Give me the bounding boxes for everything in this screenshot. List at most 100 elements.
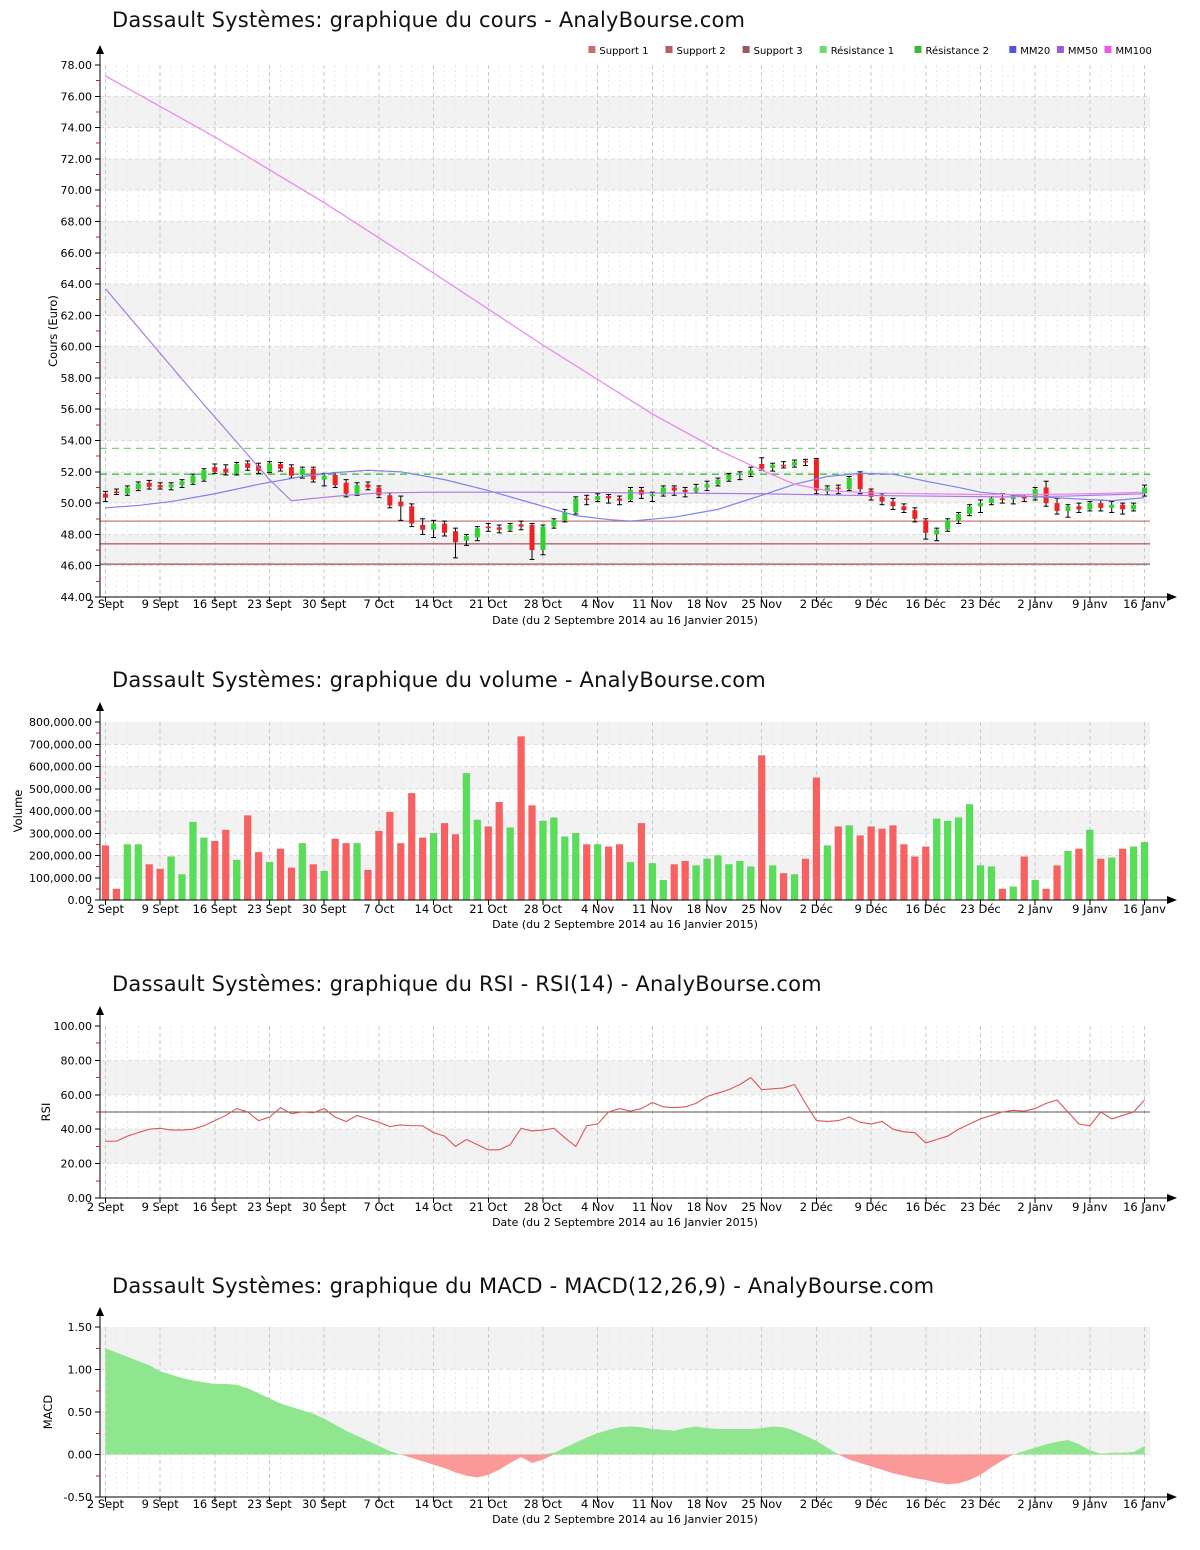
svg-text:18 Nov: 18 Nov: [687, 1497, 728, 1511]
svg-text:16 Sept: 16 Sept: [193, 902, 238, 916]
svg-text:0.50: 0.50: [68, 1406, 93, 1419]
svg-text:2 Janv: 2 Janv: [1017, 902, 1053, 916]
svg-text:16 Janv: 16 Janv: [1123, 902, 1166, 916]
svg-text:56.00: 56.00: [61, 403, 93, 416]
svg-text:16 Déc: 16 Déc: [906, 597, 947, 611]
svg-text:700,000.00: 700,000.00: [29, 738, 92, 751]
svg-text:16 Sept: 16 Sept: [193, 1497, 238, 1511]
svg-text:30 Sept: 30 Sept: [302, 1497, 347, 1511]
svg-text:9 Déc: 9 Déc: [854, 1497, 887, 1511]
svg-text:7 Oct: 7 Oct: [363, 1497, 394, 1511]
svg-text:Date (du 2 Septembre 2014 au 1: Date (du 2 Septembre 2014 au 16 Janvier …: [492, 614, 758, 627]
svg-text:23 Déc: 23 Déc: [960, 1497, 1001, 1511]
svg-text:MM50: MM50: [1068, 46, 1098, 57]
svg-text:Date (du 2 Septembre 2014 au 1: Date (du 2 Septembre 2014 au 16 Janvier …: [492, 1216, 758, 1229]
svg-text:9 Janv: 9 Janv: [1072, 1200, 1108, 1214]
macd-chart-title: Dassault Systèmes: graphique du MACD - M…: [112, 1274, 935, 1298]
svg-text:28 Oct: 28 Oct: [524, 597, 563, 611]
svg-text:9 Sept: 9 Sept: [142, 902, 180, 916]
svg-text:200,000.00: 200,000.00: [29, 850, 92, 863]
svg-text:7 Oct: 7 Oct: [363, 902, 394, 916]
svg-text:9 Sept: 9 Sept: [142, 1200, 180, 1214]
svg-text:23 Sept: 23 Sept: [247, 1200, 292, 1214]
svg-text:500,000.00: 500,000.00: [29, 783, 92, 796]
svg-text:9 Janv: 9 Janv: [1072, 597, 1108, 611]
svg-text:23 Déc: 23 Déc: [960, 597, 1001, 611]
svg-text:16 Déc: 16 Déc: [906, 1497, 947, 1511]
svg-text:64.00: 64.00: [61, 278, 93, 291]
svg-text:Volume: Volume: [11, 790, 25, 833]
svg-text:62.00: 62.00: [61, 309, 93, 322]
svg-text:60.00: 60.00: [61, 341, 93, 354]
svg-text:2 Déc: 2 Déc: [800, 902, 833, 916]
svg-text:MM20: MM20: [1020, 46, 1050, 57]
svg-text:23 Sept: 23 Sept: [247, 597, 292, 611]
svg-text:100,000.00: 100,000.00: [29, 872, 92, 885]
svg-text:14 Oct: 14 Oct: [415, 1200, 454, 1214]
svg-text:9 Sept: 9 Sept: [142, 1497, 180, 1511]
svg-text:23 Sept: 23 Sept: [247, 902, 292, 916]
svg-text:20.00: 20.00: [61, 1158, 93, 1171]
svg-text:2 Sept: 2 Sept: [87, 1200, 125, 1214]
svg-text:0.00: 0.00: [68, 1449, 93, 1462]
svg-text:11 Nov: 11 Nov: [632, 1200, 673, 1214]
svg-text:2 Janv: 2 Janv: [1017, 1200, 1053, 1214]
svg-text:30 Sept: 30 Sept: [302, 597, 347, 611]
svg-text:23 Sept: 23 Sept: [247, 1497, 292, 1511]
svg-text:25 Nov: 25 Nov: [741, 1200, 782, 1214]
svg-text:0.00: 0.00: [68, 1192, 93, 1205]
svg-text:MACD: MACD: [41, 1395, 55, 1430]
svg-text:60.00: 60.00: [61, 1089, 93, 1102]
svg-text:Cours (Euro): Cours (Euro): [46, 295, 60, 367]
svg-text:2 Sept: 2 Sept: [87, 902, 125, 916]
svg-text:16 Sept: 16 Sept: [193, 1200, 238, 1214]
svg-text:18 Nov: 18 Nov: [687, 1200, 728, 1214]
svg-text:78.00: 78.00: [61, 59, 93, 72]
svg-text:Résistance 1: Résistance 1: [831, 45, 894, 57]
svg-text:400,000.00: 400,000.00: [29, 805, 92, 818]
volume-chart-title: Dassault Systèmes: graphique du volume -…: [112, 668, 766, 692]
svg-text:9 Janv: 9 Janv: [1072, 1497, 1108, 1511]
svg-text:9 Sept: 9 Sept: [142, 597, 180, 611]
svg-text:18 Nov: 18 Nov: [687, 902, 728, 916]
svg-text:48.00: 48.00: [61, 528, 93, 541]
svg-text:14 Oct: 14 Oct: [415, 597, 454, 611]
svg-text:9 Janv: 9 Janv: [1072, 902, 1108, 916]
svg-text:1.50: 1.50: [68, 1321, 93, 1334]
svg-text:2 Déc: 2 Déc: [800, 597, 833, 611]
svg-text:11 Nov: 11 Nov: [632, 1497, 673, 1511]
rsi-chart-canvas: 0.00 20.00 40.00 60.00 80.00 100.00 2 Sept 9 Se…: [39, 1006, 1177, 1229]
svg-text:21 Oct: 21 Oct: [469, 902, 508, 916]
svg-text:16 Janv: 16 Janv: [1123, 597, 1166, 611]
svg-text:68.00: 68.00: [61, 215, 93, 228]
svg-text:4 Nov: 4 Nov: [581, 902, 615, 916]
svg-text:28 Oct: 28 Oct: [524, 1497, 563, 1511]
svg-text:30 Sept: 30 Sept: [302, 902, 347, 916]
svg-text:9 Déc: 9 Déc: [854, 1200, 887, 1214]
svg-text:MM100: MM100: [1116, 46, 1152, 57]
svg-text:100.00: 100.00: [54, 1020, 93, 1033]
svg-text:76.00: 76.00: [61, 90, 93, 103]
svg-text:40.00: 40.00: [61, 1123, 93, 1136]
svg-text:7 Oct: 7 Oct: [363, 597, 394, 611]
svg-text:7 Oct: 7 Oct: [363, 1200, 394, 1214]
svg-text:RSI: RSI: [39, 1103, 53, 1122]
svg-text:16 Déc: 16 Déc: [906, 902, 947, 916]
svg-text:4 Nov: 4 Nov: [581, 1497, 615, 1511]
macd-chart-canvas: -0.50 0.00 0.50 1.00 1.50 2 Sept 9 Sept 16 Sept…: [41, 1307, 1177, 1526]
svg-text:9 Déc: 9 Déc: [854, 902, 887, 916]
svg-text:21 Oct: 21 Oct: [469, 1200, 508, 1214]
svg-text:14 Oct: 14 Oct: [415, 1497, 454, 1511]
svg-text:2 Déc: 2 Déc: [800, 1200, 833, 1214]
svg-text:2 Janv: 2 Janv: [1017, 597, 1053, 611]
svg-text:72.00: 72.00: [61, 153, 93, 166]
svg-text:23 Déc: 23 Déc: [960, 902, 1001, 916]
svg-text:52.00: 52.00: [61, 466, 93, 479]
price-chart-title: Dassault Systèmes: graphique du cours - …: [112, 8, 746, 32]
svg-text:300,000.00: 300,000.00: [29, 827, 92, 840]
svg-text:Support 2: Support 2: [677, 46, 726, 57]
svg-text:Date (du 2 Septembre 2014 au 1: Date (du 2 Septembre 2014 au 16 Janvier …: [492, 918, 758, 931]
svg-text:4 Nov: 4 Nov: [581, 1200, 615, 1214]
svg-text:80.00: 80.00: [61, 1054, 93, 1067]
svg-text:58.00: 58.00: [61, 372, 93, 385]
